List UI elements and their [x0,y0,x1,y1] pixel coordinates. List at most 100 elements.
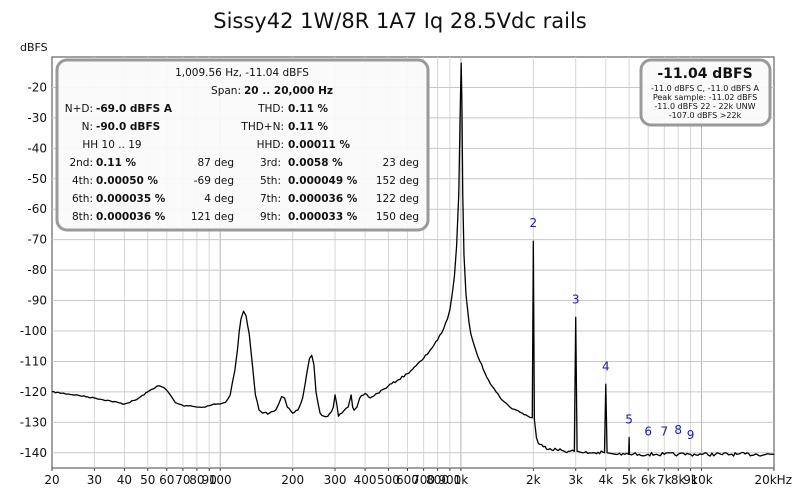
y-axis-ticks: -20 -30 -40 -50 -60 -70 -80 -90 -100 -110 -120 -130… [20,80,47,459]
x-tick-label: 800 [426,473,449,487]
harmonic-label: 9 [687,428,695,442]
hhd-value: 0.00011 % [288,139,350,151]
harmonic-row-label: 2nd: [69,157,93,169]
n-value: -90.0 dBFS [96,121,160,133]
x-tick-label: 10k [690,473,712,487]
harmonic-row-label: 5th: [260,175,281,187]
harmonic-row-phase: -69 deg [194,175,234,187]
y-tick-label: -90 [27,294,47,308]
y-tick-label: -20 [27,80,47,94]
x-tick-label: 200 [281,473,304,487]
harmonic-markers: 2 3 4 56 7 8 9 [530,216,695,442]
harmonic-label: 2 [530,216,538,230]
harmonic-row-value: 0.00050 % [96,175,158,187]
x-tick-label: 40 [117,473,132,487]
thd-value: 0.11 % [288,103,329,115]
hhd-label: HHD: [257,139,284,151]
x-tick-label: 3k [568,473,583,487]
nd-label: N+D: [65,103,93,115]
x-tick-label: 900 [438,473,461,487]
y-tick-label: -120 [20,385,47,399]
harmonic-label: 7 [660,425,668,439]
x-tick-label: 60 [159,473,174,487]
x-tick-label: 4k [598,473,613,487]
harmonic-label: 3 [572,292,580,306]
x-tick-label: 9k [683,473,698,487]
spectrum-trace [51,62,775,457]
harmonic-row-label: 6th: [72,193,93,205]
harmonic-row-label: 9th: [260,211,281,223]
harmonic-row-value: 0.000036 % [288,193,358,205]
peak-above-22k: -107.0 dBFS >22k [669,111,742,120]
x-tick-label: 7k [657,473,672,487]
span-value: 20 .. 20,000 Hz [244,85,333,97]
x-tick-label: 90 [202,473,217,487]
x-tick-label: 20 [44,473,59,487]
thdn-label: THD+N: [240,121,284,133]
peak-box-frame [639,58,772,127]
thd-label: THD: [257,103,284,115]
x-tick-label: 70 [175,473,190,487]
harmonic-row-value: 0.11 % [96,157,137,169]
chart-title: Sissy42 1W/8R 1A7 Iq 28.5Vdc rails [213,9,586,33]
x-tick-label: 1k [454,473,469,487]
peak-unweighted: -11.0 dBFS 22 - 22k UNW [654,102,755,111]
y-tick-label: -140 [20,446,47,460]
harmonic-row-phase: 4 deg [204,193,234,205]
harmonic-row-phase: 121 deg [191,211,234,223]
peak-weighted: -11.0 dBFS C, -11.0 dBFS A [651,84,759,93]
harmonic-row-phase: 122 deg [376,193,419,205]
peak-sample: Peak sample: -11.02 dBFS [653,93,757,102]
harmonic-row-phase: 150 deg [376,211,419,223]
harmonic-row-phase: 87 deg [198,157,235,169]
x-tick-label: 700 [412,473,435,487]
x-tick-label: 80 [189,473,204,487]
harmonic-row-value: 0.000035 % [96,193,166,205]
x-tick-label: 50 [140,473,155,487]
harmonic-row-label: 4th: [72,175,93,187]
x-tick-label: 400 [354,473,377,487]
harmonic-label: 8 [674,423,682,437]
x-tick-label: 6k [641,473,656,487]
harmonic-row-label: 7th: [260,193,281,205]
hh-range: HH 10 .. 19 [82,139,141,151]
y-tick-label: -100 [20,324,47,338]
x-tick-label: 8k [671,473,686,487]
harmonic-row-phase: 152 deg [376,175,419,187]
stats-header: 1,009.56 Hz, -11.04 dBFS [175,67,309,79]
harmonic-row-value: 0.0058 % [288,157,343,169]
x-tick-label: 2k [526,473,541,487]
harmonic-label: 5 [625,413,633,427]
harmonic-row-label: 3rd: [260,157,281,169]
harmonic-row-value: 0.000033 % [288,211,358,223]
x-tick-label: 5k [622,473,637,487]
y-tick-label: -60 [27,202,47,216]
harmonic-label: 6 [644,425,652,439]
x-tick-label: 600 [396,473,419,487]
x-tick-label: 30 [87,473,102,487]
y-tick-label: -40 [27,141,47,155]
harmonic-row-value: 0.000036 % [96,211,166,223]
y-tick-label: -50 [27,172,47,186]
harmonic-label: 4 [602,359,610,373]
harmonic-row-label: 8th: [72,211,93,223]
y-axis-label: dBFS [20,41,48,54]
harmonic-row-value: 0.000049 % [288,175,358,187]
x-tick-label: 20kHz [754,473,792,487]
x-tick-label: 100 [209,473,232,487]
nd-value: -69.0 dBFS A [96,103,173,115]
peak-level: -11.04 dBFS [657,66,752,82]
y-tick-label: -80 [27,263,47,277]
stats-box-frame [55,58,430,232]
y-tick-label: -30 [27,111,47,125]
y-tick-label: -110 [20,354,47,368]
x-tick-label: 500 [377,473,400,487]
peak-box: -11.04 dBFS -11.0 dBFS C, -11.0 dBFS A P… [639,58,772,127]
n-label: N: [82,121,93,133]
span-label: Span: [211,85,241,97]
y-tick-label: -70 [27,233,47,247]
thdn-value: 0.11 % [288,121,329,133]
